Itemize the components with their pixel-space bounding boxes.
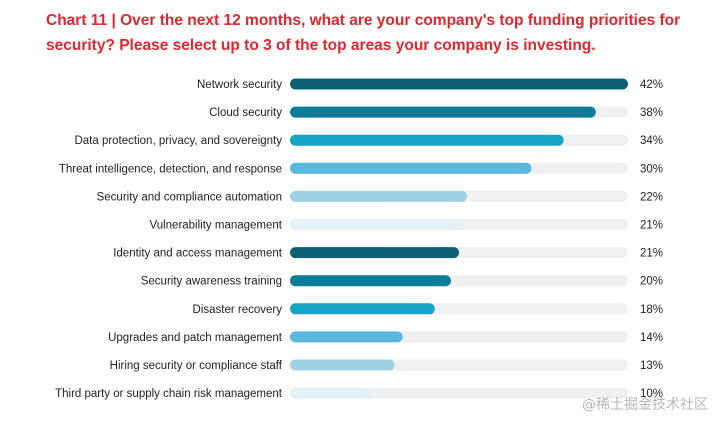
category-label: Identity and access management [113,248,283,260]
bar [290,359,395,371]
bar [290,303,435,315]
value-label: 10% [640,388,663,400]
value-label: 30% [640,163,663,175]
bar [290,247,459,259]
bar [290,106,596,118]
value-label: 20% [640,276,663,288]
bar [290,162,532,174]
category-label: Disaster recovery [193,304,283,316]
bar-track [290,387,628,399]
category-label: Security awareness training [141,276,282,288]
watermark: @稀土掘金技术社区 [582,397,708,413]
value-label: 14% [640,332,663,344]
category-label: Cloud security [209,107,282,119]
bar [290,190,468,202]
chart-title: Chart 11 | Over the next 12 months, what… [46,12,681,54]
value-label: 22% [640,191,663,203]
value-label: 21% [640,220,663,232]
bar [290,275,451,287]
value-label: 21% [640,248,663,260]
category-label: Upgrades and patch management [108,332,283,344]
value-label: 18% [640,304,663,316]
category-label: Vulnerability management [149,220,282,232]
bar [290,219,459,230]
value-label: 13% [640,360,663,372]
category-label: Security and compliance automation [97,191,282,203]
category-label: Threat intelligence, detection, and resp… [59,163,282,175]
bar [290,331,403,343]
bar [290,78,628,90]
bar [290,134,564,146]
category-label: Hiring security or compliance staff [110,360,283,372]
value-label: 42% [640,79,663,91]
value-label: 34% [640,135,663,147]
value-label: 38% [640,107,663,119]
bar [290,387,371,399]
category-label: Network security [197,79,282,91]
category-label: Third party or supply chain risk managem… [55,388,283,400]
category-label: Data protection, privacy, and sovereignt… [74,135,282,147]
